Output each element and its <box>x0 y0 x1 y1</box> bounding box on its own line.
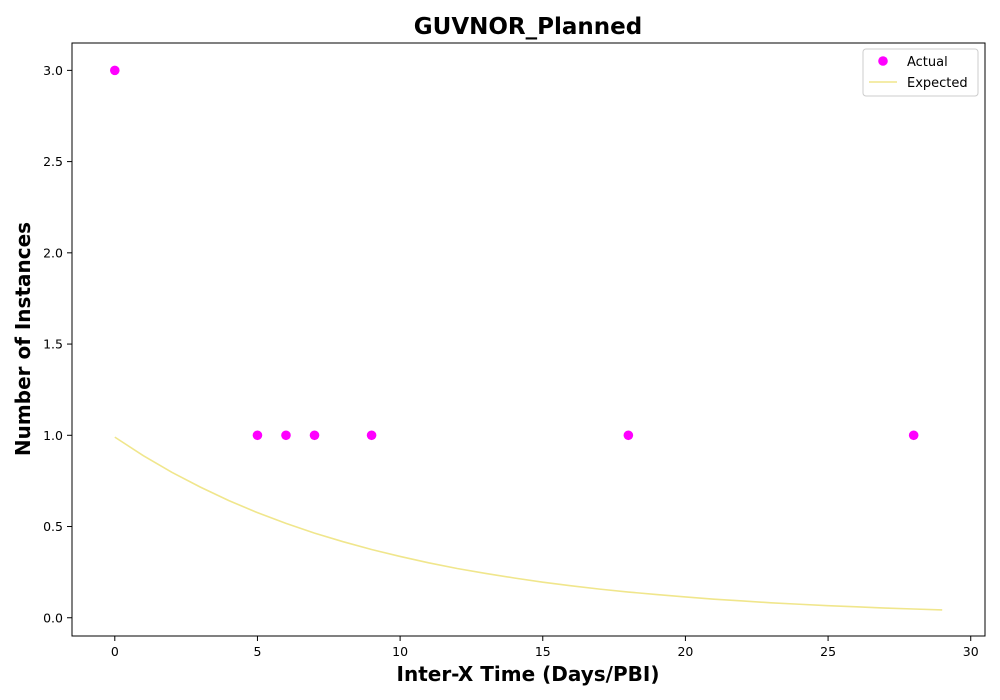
legend-marker-actual <box>878 56 888 66</box>
y-tick-label: 1.5 <box>43 337 63 352</box>
plot-area: 0 5 10 15 20 25 30 0.0 0.5 1.0 1.5 2.0 2.5 3.0 Actual E… <box>43 42 986 659</box>
legend-label-expected: Expected <box>907 76 968 91</box>
legend-box <box>862 48 979 97</box>
expected-line <box>114 436 943 611</box>
actual-point <box>281 430 291 441</box>
y-tick-label: 0.0 <box>43 610 63 625</box>
x-tick-label: 15 <box>535 644 551 659</box>
x-tick-label: 5 <box>253 644 261 659</box>
y-tick-label: 1.0 <box>43 428 63 443</box>
y-tick-label: 2.0 <box>43 245 63 260</box>
x-tick-label: 25 <box>820 644 836 659</box>
legend-label-actual: Actual <box>907 55 948 70</box>
x-tick-label: 10 <box>392 644 408 659</box>
x-tick-label: 20 <box>677 644 693 659</box>
chart-title: GUVNOR_Planned <box>414 14 642 40</box>
actual-point <box>908 430 919 441</box>
actual-point <box>252 430 263 441</box>
plot-frame <box>71 42 986 637</box>
x-tick-label: 30 <box>963 644 979 659</box>
x-tick-label: 0 <box>111 644 119 659</box>
actual-point <box>623 430 634 441</box>
y-tick-label: 0.5 <box>43 519 63 534</box>
actual-point <box>109 65 120 76</box>
actual-point <box>366 430 377 441</box>
actual-point <box>309 430 320 441</box>
y-axis-label: Number of Instances <box>11 222 35 456</box>
y-tick-label: 2.5 <box>43 154 63 169</box>
x-axis-label: Inter-X Time (Days/PBI) <box>397 662 660 686</box>
y-tick-label: 3.0 <box>43 63 63 78</box>
